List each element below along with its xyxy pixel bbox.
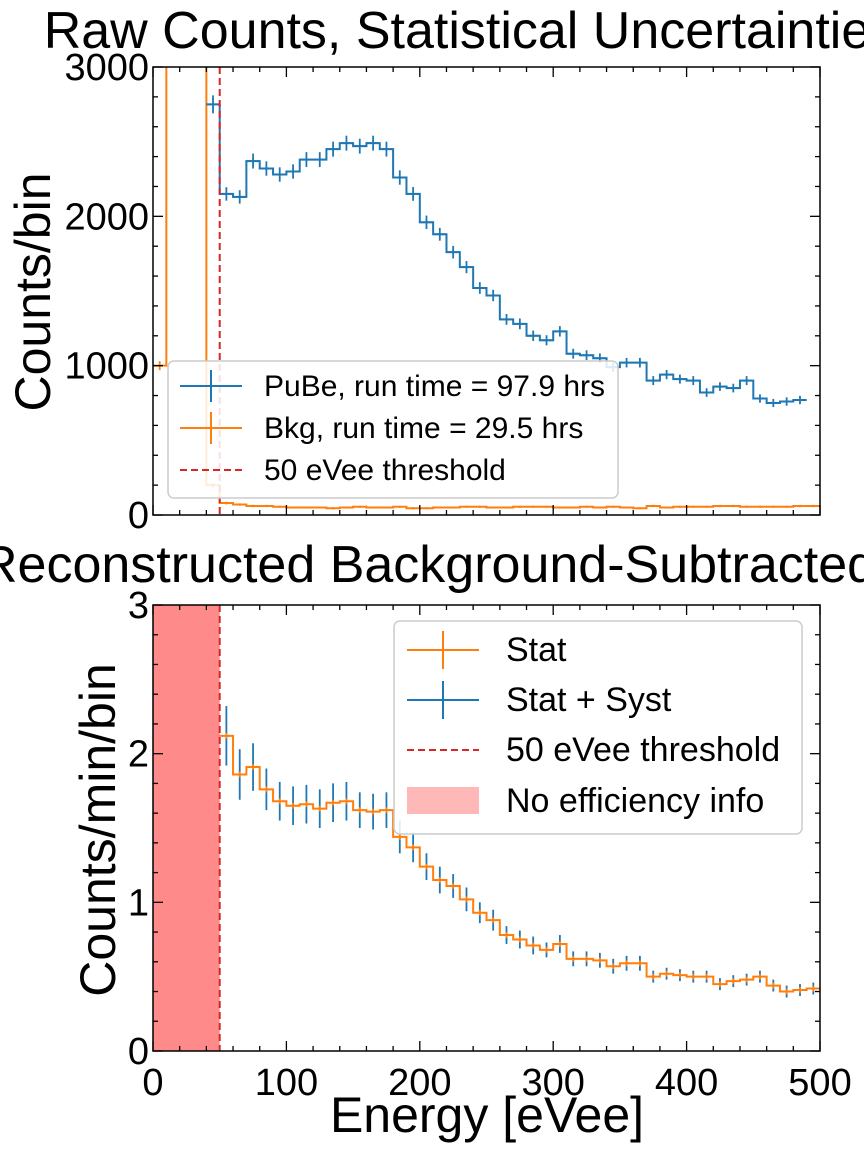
bot-ytick-label: 1 xyxy=(128,882,149,924)
no-efficiency-region xyxy=(153,605,220,1051)
pube-point xyxy=(379,141,394,157)
top-ytick-label: 3000 xyxy=(64,47,149,89)
top-plot-area xyxy=(153,67,820,515)
legend-entry-pube: PuBe, run time = 97.9 hrs xyxy=(180,370,605,403)
pube-point xyxy=(553,326,567,337)
pube-point xyxy=(659,369,674,380)
bot-xtick-label: 500 xyxy=(788,1062,851,1104)
x-axis-label: Energy [eVee] xyxy=(330,1087,644,1143)
pube-point xyxy=(579,350,594,361)
pube-point xyxy=(246,153,260,169)
top-legend: PuBe, run time = 97.9 hrs Bkg, run time … xyxy=(167,360,619,499)
pube-point xyxy=(339,135,354,151)
pube-point xyxy=(753,394,767,403)
bot-xtick-label: 400 xyxy=(655,1062,718,1104)
pube-point xyxy=(206,95,220,114)
legend-label-no-efficiency: No efficiency info xyxy=(506,782,764,820)
pube-point xyxy=(326,141,340,157)
legend-entry-threshold-bottom: 50 eVee threshold xyxy=(407,731,780,769)
bot-xtick-label: 300 xyxy=(521,1062,584,1104)
pube-point xyxy=(619,357,634,368)
top-ytick-label: 1000 xyxy=(64,346,149,388)
pube-point xyxy=(513,318,527,330)
bot-ytick-label: 3 xyxy=(128,585,149,627)
bot-xtick-label: 200 xyxy=(388,1062,451,1104)
bottom-axis-ticks: 0 100 200 300 400 500 0 1 2 3 xyxy=(128,585,852,1104)
pube-point xyxy=(459,260,474,274)
legend-entry-bkg: Bkg, run time = 29.5 hrs xyxy=(180,412,583,445)
pube-point xyxy=(433,227,447,241)
legend-label-bkg: Bkg, run time = 29.5 hrs xyxy=(264,412,583,445)
top-ytick-label: 2000 xyxy=(64,196,149,238)
pube-point xyxy=(233,190,247,204)
bot-ytick-label: 2 xyxy=(128,734,149,776)
pube-point xyxy=(793,395,807,405)
pube-point xyxy=(713,382,727,391)
legend-entry-stat: Stat xyxy=(407,631,567,669)
panel-raw-counts: Raw Counts, Statistical Uncertainties Co… xyxy=(5,2,864,537)
bot-ytick-label: 0 xyxy=(128,1031,149,1073)
y-axis-label-top: Counts/bin xyxy=(5,172,61,411)
y-axis-label-bottom: Counts/min/bin xyxy=(70,663,126,997)
bot-xtick-label: 0 xyxy=(142,1062,163,1104)
pube-point xyxy=(699,388,714,397)
pube-point xyxy=(259,161,274,176)
legend-entry-no-efficiency: No efficiency info xyxy=(407,782,764,820)
pube-point xyxy=(633,357,647,368)
stat-step-line xyxy=(219,734,820,993)
pube-point xyxy=(526,330,540,342)
legend-entry-stat-syst: Stat + Syst xyxy=(407,681,672,719)
legend-swatch-no-efficiency xyxy=(407,787,479,814)
pube-point xyxy=(539,335,554,346)
pube-point xyxy=(353,138,367,154)
pube-point xyxy=(673,374,687,384)
legend-label-stat: Stat xyxy=(506,631,567,669)
bottom-legend: Stat Stat + Syst 50 eVee threshold No ef… xyxy=(393,620,803,835)
top-legend-box xyxy=(167,360,619,499)
pube-point xyxy=(286,164,300,179)
pube-point xyxy=(219,187,234,201)
bottom-plot-frame xyxy=(152,604,821,1052)
chart-title-top: Raw Counts, Statistical Uncertainties xyxy=(44,2,864,60)
pube-point xyxy=(313,152,327,168)
top-plot-frame xyxy=(152,66,821,516)
pube-point xyxy=(273,167,287,182)
legend-label-pube: PuBe, run time = 97.9 hrs xyxy=(264,370,605,403)
pube-point xyxy=(486,289,500,302)
pube-point xyxy=(566,348,580,359)
pube-point xyxy=(393,170,407,185)
pube-point xyxy=(726,383,740,393)
legend-label-threshold-bottom: 50 eVee threshold xyxy=(506,731,780,769)
pube-point xyxy=(299,152,314,168)
legend-label-stat-syst: Stat + Syst xyxy=(506,681,672,719)
legend-label-threshold-top: 50 eVee threshold xyxy=(264,454,506,487)
bottom-plot-area xyxy=(153,605,820,1051)
panel-background-subtracted: Reconstructed Background-Subtracted Coun… xyxy=(0,536,864,1143)
pube-step-line xyxy=(206,103,807,404)
chart-title-bottom: Reconstructed Background-Subtracted xyxy=(0,536,864,594)
pube-point xyxy=(446,245,460,259)
pube-point xyxy=(779,397,794,406)
legend-entry-threshold-top: 50 eVee threshold xyxy=(180,454,506,487)
top-axis-ticks: 0 1000 2000 3000 xyxy=(64,47,821,537)
top-ytick-label: 0 xyxy=(128,495,149,537)
bot-xtick-label: 100 xyxy=(255,1062,318,1104)
pube-point xyxy=(686,376,700,386)
pube-point xyxy=(419,215,434,230)
pube-point xyxy=(739,376,754,386)
bottom-legend-box xyxy=(393,620,803,835)
pube-point xyxy=(646,376,660,386)
pube-point xyxy=(406,187,420,201)
pube-point xyxy=(499,313,514,325)
pube-point xyxy=(366,135,380,151)
pube-point xyxy=(766,398,780,408)
pube-point xyxy=(473,282,487,294)
